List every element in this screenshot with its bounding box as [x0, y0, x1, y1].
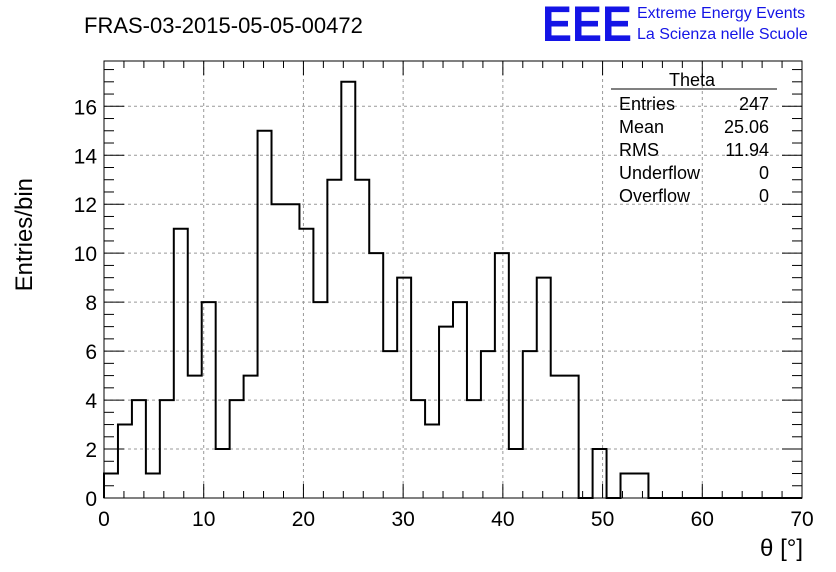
stats-row-value: 0	[759, 186, 769, 206]
histogram-bin	[369, 253, 383, 498]
y-tick-label: 6	[85, 341, 97, 364]
histogram-bin	[341, 82, 355, 498]
histogram-bin	[634, 474, 648, 498]
histogram-bin	[355, 180, 369, 498]
y-tick-label: 4	[85, 390, 97, 413]
histogram-outline	[103, 80, 802, 499]
stats-row-value: 0	[759, 163, 769, 183]
x-tick-label: 20	[292, 508, 315, 531]
y-tick-label: 2	[85, 439, 97, 462]
stats-row-label: RMS	[619, 140, 659, 160]
y-tick-label: 8	[85, 292, 97, 315]
stats-name: Theta	[669, 70, 716, 90]
x-tick-label: 40	[491, 508, 514, 531]
stats-row-value: 247	[739, 94, 769, 114]
y-tick-label: 10	[74, 243, 97, 266]
eee-logo: EEE Extreme Energy Events La Scienza nel…	[542, 0, 808, 52]
axis-ticks	[103, 61, 803, 499]
x-tick-label: 0	[98, 508, 110, 531]
y-axis-label: Entries/bin	[11, 178, 38, 291]
histogram-bin	[327, 180, 341, 498]
histogram-bin	[537, 278, 551, 498]
eee-logo-mark: EEE	[542, 0, 632, 52]
stats-row-value: 25.06	[724, 117, 769, 137]
x-tick-label: 60	[691, 508, 714, 531]
logo-line-1: Extreme Energy Events	[637, 5, 805, 22]
histogram-bin	[509, 449, 523, 498]
histogram-bin	[495, 253, 509, 498]
histogram-bin	[188, 376, 202, 498]
y-tick-label: 0	[85, 488, 97, 511]
plot-frame	[103, 60, 803, 499]
x-axis-label: θ [°]	[760, 535, 803, 562]
x-tick-label: 70	[790, 508, 813, 531]
y-tick-label: 16	[74, 96, 97, 119]
histogram-bin	[383, 351, 397, 498]
x-tick-label: 30	[391, 508, 414, 531]
histogram-bin	[146, 474, 160, 498]
stats-row-label: Overflow	[619, 186, 691, 206]
histogram-bin	[397, 278, 411, 498]
x-tick-label: 10	[192, 508, 215, 531]
histogram-bin	[174, 229, 188, 498]
stats-rows: Entries 247 Mean 25.06 RMS 11.94 Underflow 0 Ove…	[619, 94, 769, 206]
histogram-bin	[244, 376, 258, 498]
histogram-bin	[118, 425, 132, 498]
histogram-bin	[523, 351, 537, 498]
logo-line-2: La Scienza nelle Scuole	[637, 26, 808, 43]
histogram-bin	[216, 449, 230, 498]
histogram-bin	[593, 449, 607, 498]
stats-row-label: Entries	[619, 94, 675, 114]
histogram-bin	[299, 229, 313, 498]
histogram-bin	[565, 376, 579, 498]
stats-row-value: 11.94	[725, 140, 769, 160]
grid-lines	[104, 61, 802, 498]
stats-row-label: Underflow	[619, 163, 701, 183]
stats-box: Theta Entries 247 Mean 25.06 RMS 11.94 Underfl…	[611, 70, 777, 206]
y-tick-label: 12	[74, 194, 97, 217]
histogram-bin	[439, 327, 453, 498]
stats-row-label: Mean	[619, 117, 664, 137]
histogram-bins	[104, 82, 648, 498]
histogram-bin	[481, 351, 495, 498]
y-tick-label: 14	[74, 145, 98, 168]
histogram-bin	[425, 425, 439, 498]
histogram-bin	[258, 131, 272, 498]
histogram-bin	[551, 376, 565, 498]
x-tick-label: 50	[591, 508, 614, 531]
tick-labels: 0 10 20 30 40 50 60 70 0 2 4 6 8 10 12 14 16	[74, 96, 814, 531]
chart-title: FRAS-03-2015-05-05-00472	[84, 13, 363, 38]
